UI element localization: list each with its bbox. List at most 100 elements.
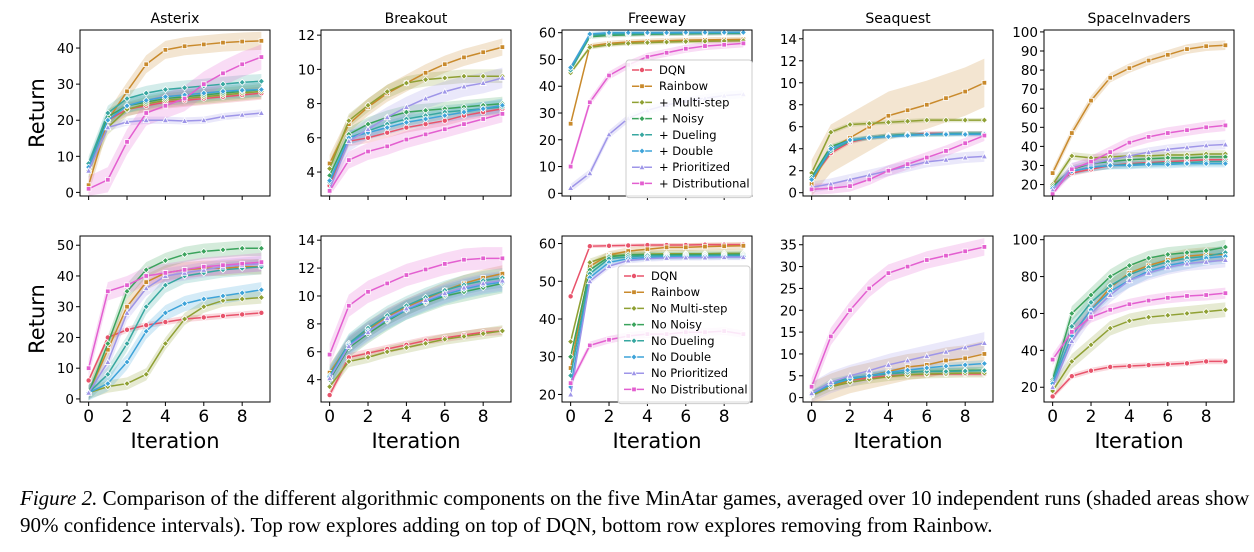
data-point — [701, 28, 709, 36]
data-point — [123, 340, 131, 348]
data-point — [1049, 170, 1056, 176]
data-point — [258, 54, 265, 60]
series-line-no-dueling — [811, 369, 985, 395]
panel-top-freeway: Freeway 0 10 20 30 40 50 60 DQN Rainbow + Multi-st… — [539, 11, 753, 202]
data-point — [257, 85, 265, 94]
data-point — [239, 61, 245, 67]
data-point — [1222, 42, 1229, 48]
x-tick-label: 4 — [883, 407, 894, 427]
data-point — [498, 74, 507, 81]
legend-marker — [630, 353, 638, 361]
data-point — [1222, 122, 1229, 129]
axes-frame — [802, 29, 994, 197]
data-point — [421, 94, 430, 102]
y-tick-label: 60 — [539, 26, 556, 42]
series-line-no-prioritized — [811, 342, 985, 394]
axes-frame — [320, 29, 512, 197]
data-point — [866, 285, 872, 292]
y-tick-label: 50 — [1021, 120, 1038, 136]
series-line-noisy — [328, 102, 503, 176]
legend-marker — [639, 180, 645, 187]
confidence-band — [88, 259, 262, 401]
data-point — [846, 175, 854, 183]
legend-label: + Distributional — [659, 176, 750, 190]
data-point — [181, 95, 188, 102]
data-point — [84, 166, 93, 174]
data-point — [161, 85, 169, 94]
data-point — [1087, 291, 1095, 299]
series-line-multi-step — [810, 119, 985, 174]
series-line-rainbow — [569, 38, 744, 124]
y-tick-label: 80 — [1021, 270, 1038, 286]
legend-marker — [639, 67, 646, 74]
data-point — [1049, 393, 1056, 400]
confidence-band — [88, 252, 262, 378]
y-tick-label: 30 — [539, 106, 556, 122]
data-point — [961, 153, 969, 161]
data-point — [643, 39, 651, 47]
series-line-rainbow — [811, 353, 985, 397]
data-point — [460, 72, 468, 80]
data-point — [480, 116, 486, 122]
data-point — [567, 380, 574, 386]
data-point — [123, 118, 131, 125]
series-line-prioritized — [87, 112, 262, 172]
data-point — [740, 243, 747, 249]
data-point — [142, 266, 150, 274]
data-point — [200, 265, 208, 273]
series-line-no-dueling — [1051, 251, 1226, 382]
panel-bottom-breakout: 4 6 8 10 12 14 0 2 4 6 8 Iteration — [298, 233, 512, 453]
axes-frame — [320, 235, 512, 403]
data-point — [884, 118, 892, 126]
axes-frame — [1043, 29, 1235, 197]
data-point — [624, 256, 632, 264]
data-point — [904, 107, 911, 113]
data-point — [904, 366, 912, 374]
data-point — [200, 89, 208, 97]
data-point — [238, 86, 246, 94]
y-tick-label: 60 — [539, 237, 556, 253]
data-point — [1106, 155, 1114, 163]
data-point — [200, 303, 208, 311]
data-point — [479, 79, 487, 86]
panel-bottom-asterix: 0 10 20 30 40 50 0 2 4 6 8 Iteration Return — [25, 235, 271, 453]
data-point — [85, 186, 92, 192]
data-point — [586, 169, 594, 177]
data-point — [441, 74, 449, 82]
y-tick-label: 4 — [306, 165, 315, 181]
data-point — [239, 260, 245, 267]
data-point — [827, 128, 835, 136]
data-point — [460, 108, 468, 116]
y-tick-label: 0 — [547, 186, 556, 202]
data-point — [606, 337, 612, 343]
data-point — [683, 46, 689, 52]
y-tick-label: 40 — [1021, 139, 1038, 155]
data-point — [364, 328, 372, 336]
x-tick-label: 2 — [604, 407, 615, 427]
y-tick-label: 25 — [780, 281, 797, 297]
data-point — [808, 384, 815, 390]
data-point — [828, 185, 834, 192]
series-line-dueling — [811, 132, 985, 180]
x-axis-label: Iteration — [130, 429, 219, 453]
x-tick-label: 8 — [1201, 407, 1212, 427]
data-point — [884, 133, 892, 141]
series-line-dqn — [328, 330, 503, 396]
data-point — [721, 42, 727, 48]
data-point — [162, 103, 169, 109]
series-line-no-dueling — [88, 265, 262, 394]
series-line-distributional — [328, 113, 503, 192]
y-tick-label: 20 — [539, 133, 556, 149]
series-line-double — [1052, 162, 1226, 189]
series-line-prioritized — [328, 77, 503, 190]
series-line-no-prioritized — [88, 262, 262, 394]
series-line-dueling — [87, 80, 262, 164]
data-point — [181, 300, 189, 308]
panel-title: Asterix — [151, 11, 200, 27]
y-tick-label: 40 — [57, 269, 74, 285]
legend-label: + Double — [659, 144, 713, 158]
confidence-band — [811, 150, 985, 193]
data-point — [460, 332, 468, 341]
data-point — [383, 348, 391, 356]
data-point — [142, 370, 150, 378]
